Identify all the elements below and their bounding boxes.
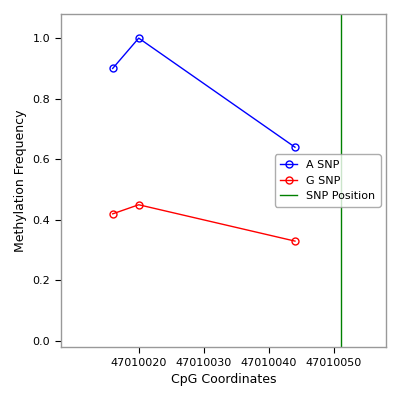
Line: G SNP: G SNP bbox=[109, 201, 298, 244]
Legend: A SNP, G SNP, SNP Position: A SNP, G SNP, SNP Position bbox=[275, 154, 380, 207]
Line: A SNP: A SNP bbox=[109, 35, 298, 151]
A SNP bbox=[110, 66, 115, 71]
A SNP bbox=[292, 145, 297, 150]
G SNP bbox=[136, 202, 141, 207]
A SNP bbox=[136, 36, 141, 40]
G SNP bbox=[110, 212, 115, 216]
G SNP bbox=[292, 239, 297, 244]
Y-axis label: Methylation Frequency: Methylation Frequency bbox=[14, 109, 27, 252]
X-axis label: CpG Coordinates: CpG Coordinates bbox=[171, 373, 276, 386]
